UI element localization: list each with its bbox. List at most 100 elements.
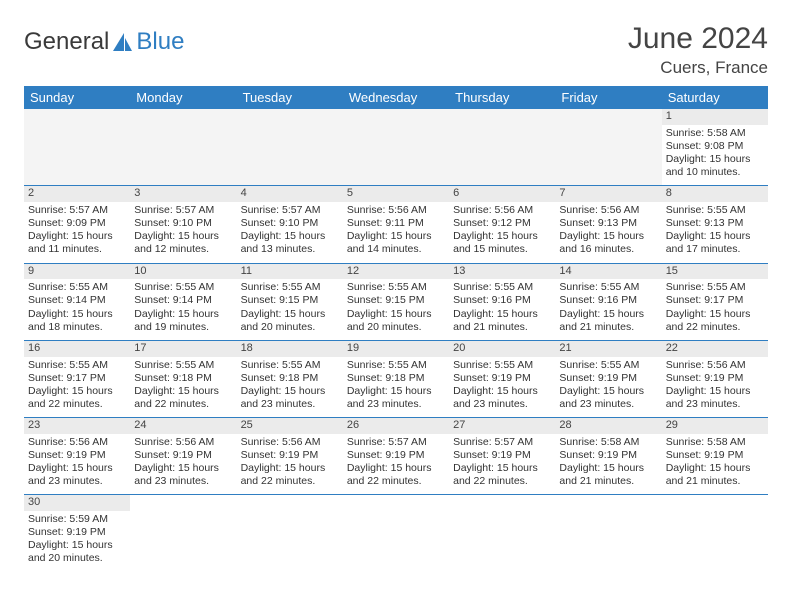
day-cell: 3Sunrise: 5:57 AMSunset: 9:10 PMDaylight… — [130, 186, 236, 263]
day-header: Wednesday — [343, 86, 449, 109]
day-header: Monday — [130, 86, 236, 109]
sunrise-text: Sunrise: 5:55 AM — [559, 281, 657, 294]
sunrise-text: Sunrise: 5:56 AM — [347, 204, 445, 217]
daylight-text: Daylight: 15 hours — [28, 462, 126, 475]
day-cell: 5Sunrise: 5:56 AMSunset: 9:11 PMDaylight… — [343, 186, 449, 263]
day-cell: 14Sunrise: 5:55 AMSunset: 9:16 PMDayligh… — [555, 263, 661, 340]
sunrise-text: Sunrise: 5:55 AM — [347, 281, 445, 294]
daylight-text: and 11 minutes. — [28, 243, 126, 256]
day-number: 18 — [237, 341, 343, 357]
daylight-text: and 16 minutes. — [559, 243, 657, 256]
day-cell: 15Sunrise: 5:55 AMSunset: 9:17 PMDayligh… — [662, 263, 768, 340]
sunrise-text: Sunrise: 5:57 AM — [28, 204, 126, 217]
daylight-text: and 20 minutes. — [241, 321, 339, 334]
day-cell: 13Sunrise: 5:55 AMSunset: 9:16 PMDayligh… — [449, 263, 555, 340]
day-cell: 1Sunrise: 5:58 AMSunset: 9:08 PMDaylight… — [662, 109, 768, 186]
sunrise-text: Sunrise: 5:55 AM — [241, 281, 339, 294]
sunrise-text: Sunrise: 5:57 AM — [241, 204, 339, 217]
daylight-text: Daylight: 15 hours — [453, 230, 551, 243]
sunrise-text: Sunrise: 5:55 AM — [134, 359, 232, 372]
empty-cell — [343, 109, 449, 186]
day-number: 7 — [555, 186, 661, 202]
daylight-text: Daylight: 15 hours — [666, 153, 764, 166]
daylight-text: Daylight: 15 hours — [347, 230, 445, 243]
day-number: 24 — [130, 418, 236, 434]
sunset-text: Sunset: 9:19 PM — [347, 449, 445, 462]
day-cell: 10Sunrise: 5:55 AMSunset: 9:14 PMDayligh… — [130, 263, 236, 340]
sunset-text: Sunset: 9:19 PM — [28, 449, 126, 462]
daylight-text: Daylight: 15 hours — [134, 385, 232, 398]
sunset-text: Sunset: 9:15 PM — [241, 294, 339, 307]
sunrise-text: Sunrise: 5:56 AM — [134, 436, 232, 449]
daylight-text: Daylight: 15 hours — [28, 308, 126, 321]
daylight-text: Daylight: 15 hours — [28, 539, 126, 552]
sunrise-text: Sunrise: 5:57 AM — [347, 436, 445, 449]
sunset-text: Sunset: 9:14 PM — [134, 294, 232, 307]
sunset-text: Sunset: 9:17 PM — [666, 294, 764, 307]
daylight-text: Daylight: 15 hours — [559, 308, 657, 321]
day-number: 17 — [130, 341, 236, 357]
daylight-text: and 20 minutes. — [347, 321, 445, 334]
day-cell: 8Sunrise: 5:55 AMSunset: 9:13 PMDaylight… — [662, 186, 768, 263]
daylight-text: and 22 minutes. — [28, 398, 126, 411]
daylight-text: Daylight: 15 hours — [28, 385, 126, 398]
calendar-body: 1Sunrise: 5:58 AMSunset: 9:08 PMDaylight… — [24, 109, 768, 572]
day-number: 26 — [343, 418, 449, 434]
daylight-text: Daylight: 15 hours — [347, 462, 445, 475]
sunrise-text: Sunrise: 5:55 AM — [666, 204, 764, 217]
daylight-text: Daylight: 15 hours — [134, 308, 232, 321]
day-cell: 20Sunrise: 5:55 AMSunset: 9:19 PMDayligh… — [449, 340, 555, 417]
daylight-text: and 22 minutes. — [666, 321, 764, 334]
daylight-text: Daylight: 15 hours — [453, 462, 551, 475]
empty-cell — [555, 495, 661, 572]
day-cell: 7Sunrise: 5:56 AMSunset: 9:13 PMDaylight… — [555, 186, 661, 263]
calendar-head: SundayMondayTuesdayWednesdayThursdayFrid… — [24, 86, 768, 109]
sunrise-text: Sunrise: 5:57 AM — [134, 204, 232, 217]
day-cell: 28Sunrise: 5:58 AMSunset: 9:19 PMDayligh… — [555, 418, 661, 495]
day-cell: 23Sunrise: 5:56 AMSunset: 9:19 PMDayligh… — [24, 418, 130, 495]
daylight-text: and 21 minutes. — [559, 475, 657, 488]
daylight-text: and 21 minutes. — [666, 475, 764, 488]
sunset-text: Sunset: 9:11 PM — [347, 217, 445, 230]
day-cell: 11Sunrise: 5:55 AMSunset: 9:15 PMDayligh… — [237, 263, 343, 340]
day-cell: 12Sunrise: 5:55 AMSunset: 9:15 PMDayligh… — [343, 263, 449, 340]
daylight-text: and 20 minutes. — [28, 552, 126, 565]
sunrise-text: Sunrise: 5:56 AM — [453, 204, 551, 217]
sunset-text: Sunset: 9:10 PM — [134, 217, 232, 230]
day-cell: 29Sunrise: 5:58 AMSunset: 9:19 PMDayligh… — [662, 418, 768, 495]
daylight-text: and 18 minutes. — [28, 321, 126, 334]
sunrise-text: Sunrise: 5:56 AM — [28, 436, 126, 449]
calendar-table: SundayMondayTuesdayWednesdayThursdayFrid… — [24, 86, 768, 572]
daylight-text: and 22 minutes. — [453, 475, 551, 488]
daylight-text: Daylight: 15 hours — [666, 308, 764, 321]
day-number: 21 — [555, 341, 661, 357]
day-cell: 24Sunrise: 5:56 AMSunset: 9:19 PMDayligh… — [130, 418, 236, 495]
daylight-text: and 23 minutes. — [559, 398, 657, 411]
day-number: 2 — [24, 186, 130, 202]
sunrise-text: Sunrise: 5:55 AM — [241, 359, 339, 372]
logo: General Blue — [24, 28, 184, 56]
day-number: 20 — [449, 341, 555, 357]
day-cell: 4Sunrise: 5:57 AMSunset: 9:10 PMDaylight… — [237, 186, 343, 263]
day-header: Tuesday — [237, 86, 343, 109]
day-cell: 16Sunrise: 5:55 AMSunset: 9:17 PMDayligh… — [24, 340, 130, 417]
logo-text-2: Blue — [136, 28, 184, 56]
daylight-text: and 15 minutes. — [453, 243, 551, 256]
sunrise-text: Sunrise: 5:56 AM — [241, 436, 339, 449]
sunset-text: Sunset: 9:18 PM — [347, 372, 445, 385]
day-cell: 27Sunrise: 5:57 AMSunset: 9:19 PMDayligh… — [449, 418, 555, 495]
sunrise-text: Sunrise: 5:56 AM — [559, 204, 657, 217]
sunset-text: Sunset: 9:19 PM — [241, 449, 339, 462]
sunrise-text: Sunrise: 5:58 AM — [559, 436, 657, 449]
day-cell: 2Sunrise: 5:57 AMSunset: 9:09 PMDaylight… — [24, 186, 130, 263]
sunset-text: Sunset: 9:13 PM — [559, 217, 657, 230]
daylight-text: and 10 minutes. — [666, 166, 764, 179]
empty-cell — [449, 109, 555, 186]
daylight-text: Daylight: 15 hours — [241, 308, 339, 321]
empty-cell — [662, 495, 768, 572]
daylight-text: and 12 minutes. — [134, 243, 232, 256]
daylight-text: and 17 minutes. — [666, 243, 764, 256]
sunrise-text: Sunrise: 5:55 AM — [453, 359, 551, 372]
sunset-text: Sunset: 9:17 PM — [28, 372, 126, 385]
sunset-text: Sunset: 9:12 PM — [453, 217, 551, 230]
